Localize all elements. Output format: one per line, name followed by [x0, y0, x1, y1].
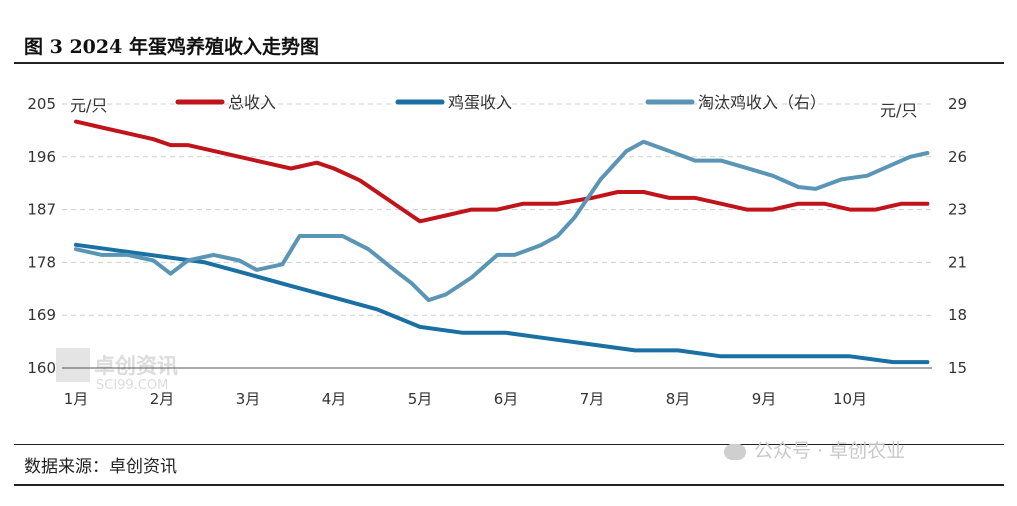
x-tick-label: 7月	[580, 390, 605, 408]
left-tick-label: 169	[27, 306, 56, 324]
chart-title: 图 3 2024 年蛋鸡养殖收入走势图	[24, 36, 319, 58]
right-tick-label: 29	[948, 95, 967, 113]
legend: 总收入 鸡蛋收入 淘汰鸡收入（右）	[175, 93, 826, 112]
left-axis-ticks: 160 169 178 187 196 205	[27, 95, 56, 377]
right-tick-label: 23	[948, 201, 967, 219]
legend-label: 总收入	[228, 93, 276, 112]
right-unit-label: 元/只	[880, 101, 917, 120]
left-tick-label: 205	[27, 95, 56, 113]
top-rule	[14, 62, 1004, 64]
x-tick-label: 1月	[64, 390, 89, 408]
x-tick-label: 2月	[150, 390, 175, 408]
left-tick-label: 187	[27, 201, 56, 219]
left-tick-label: 178	[27, 253, 56, 271]
logo-watermark-en: SCI99.COM	[96, 378, 169, 393]
wechat-watermark-text: 公众号 · 卓创农业	[754, 440, 906, 462]
right-tick-label: 18	[948, 306, 967, 324]
logo-watermark-cn: 卓创资讯	[94, 354, 178, 378]
x-axis-ticks: 1月 2月 3月 4月 5月 6月 7月 8月 9月 10月	[64, 390, 867, 408]
x-tick-label: 5月	[408, 390, 433, 408]
middle-rule	[14, 444, 1004, 445]
legend-label: 鸡蛋收入	[448, 93, 512, 112]
right-tick-label: 15	[948, 359, 967, 377]
wechat-icon	[724, 443, 746, 460]
series-line	[74, 119, 930, 224]
x-tick-label: 3月	[236, 390, 261, 408]
right-tick-label: 26	[948, 148, 967, 166]
left-tick-label: 160	[27, 359, 56, 377]
right-axis-ticks: 15 18 21 23 26 29	[948, 95, 967, 377]
left-tick-label: 196	[27, 148, 56, 166]
logo-watermark: 卓创资讯 SCI99.COM	[56, 348, 178, 393]
legend-label: 淘汰鸡收入（右）	[698, 93, 826, 112]
data-source: 数据来源：卓创资讯	[24, 457, 177, 477]
x-tick-label: 6月	[494, 390, 519, 408]
chart-title-bar: 图 3 2024 年蛋鸡养殖收入走势图	[14, 30, 1004, 60]
x-tick-label: 8月	[666, 390, 691, 408]
left-unit-label: 元/只	[70, 96, 107, 115]
logo-mark	[56, 348, 90, 382]
wechat-watermark: 公众号 · 卓创农业	[724, 436, 905, 463]
series-line	[74, 139, 930, 303]
series-line	[74, 242, 930, 365]
series-lines	[74, 119, 930, 365]
x-tick-label: 9月	[752, 390, 777, 408]
x-tick-label: 4月	[322, 390, 347, 408]
right-tick-label: 21	[948, 253, 967, 271]
x-tick-label: 10月	[833, 390, 867, 408]
bottom-rule	[14, 484, 1004, 486]
